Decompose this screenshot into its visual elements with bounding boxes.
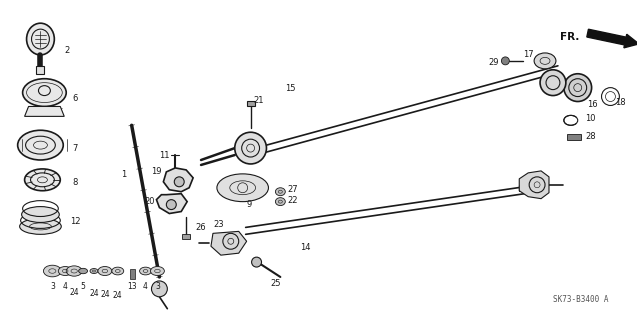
Bar [567, 134, 580, 140]
Text: 4: 4 [63, 282, 68, 291]
Ellipse shape [140, 267, 152, 275]
Polygon shape [163, 168, 193, 192]
Text: 12: 12 [70, 217, 81, 226]
Ellipse shape [90, 269, 98, 273]
Ellipse shape [540, 70, 566, 96]
Text: 5: 5 [81, 282, 86, 291]
Text: SK73-B3400 A: SK73-B3400 A [553, 295, 609, 304]
Ellipse shape [79, 268, 88, 274]
Text: FR.: FR. [561, 32, 580, 42]
Text: 26: 26 [196, 223, 206, 232]
Bar [130, 269, 134, 279]
Polygon shape [519, 171, 549, 199]
Text: 15: 15 [285, 84, 296, 93]
Ellipse shape [20, 219, 61, 234]
Ellipse shape [564, 74, 591, 101]
Text: 13: 13 [127, 282, 136, 291]
Text: 25: 25 [270, 279, 281, 288]
Ellipse shape [150, 266, 164, 276]
Circle shape [501, 57, 509, 65]
Text: 18: 18 [615, 98, 626, 107]
Text: 6: 6 [72, 94, 78, 103]
Text: 24: 24 [69, 288, 79, 297]
Bar [182, 234, 190, 239]
Bar [36, 66, 44, 74]
Text: 8: 8 [72, 178, 78, 187]
Circle shape [174, 177, 184, 187]
Text: 28: 28 [586, 132, 596, 141]
Ellipse shape [66, 266, 82, 276]
Text: 23: 23 [214, 220, 224, 229]
Polygon shape [24, 107, 64, 116]
Text: 24: 24 [113, 291, 123, 300]
Ellipse shape [24, 169, 60, 191]
Text: 27: 27 [287, 185, 298, 194]
Text: 24: 24 [100, 290, 109, 299]
Ellipse shape [22, 207, 60, 222]
Text: 4: 4 [143, 282, 148, 291]
Circle shape [252, 257, 262, 267]
Polygon shape [156, 194, 187, 213]
Ellipse shape [18, 130, 63, 160]
Text: 19: 19 [151, 167, 162, 176]
Text: 1: 1 [121, 170, 126, 179]
Ellipse shape [22, 79, 66, 107]
FancyArrow shape [587, 29, 639, 48]
Text: 24: 24 [89, 289, 99, 298]
Circle shape [152, 281, 167, 297]
Ellipse shape [235, 132, 266, 164]
Text: 9: 9 [246, 200, 252, 209]
Ellipse shape [98, 266, 112, 276]
Ellipse shape [217, 174, 268, 202]
Circle shape [166, 200, 176, 210]
Ellipse shape [534, 53, 556, 69]
Text: 10: 10 [586, 114, 596, 123]
Text: 20: 20 [144, 197, 155, 206]
Ellipse shape [275, 188, 285, 196]
Ellipse shape [27, 23, 54, 55]
Ellipse shape [58, 266, 72, 276]
Text: 11: 11 [159, 151, 170, 160]
Polygon shape [211, 231, 246, 255]
Text: 3: 3 [155, 282, 160, 291]
Ellipse shape [275, 198, 285, 205]
Text: 22: 22 [287, 196, 298, 205]
Text: 2: 2 [65, 47, 70, 56]
Text: 3: 3 [50, 282, 55, 291]
Text: 16: 16 [588, 100, 598, 109]
Text: 14: 14 [300, 243, 310, 252]
Bar [246, 100, 255, 107]
Ellipse shape [44, 265, 61, 277]
Text: 7: 7 [72, 144, 78, 152]
Text: 29: 29 [488, 58, 499, 67]
Text: 21: 21 [253, 96, 264, 105]
Text: 17: 17 [523, 50, 534, 59]
Ellipse shape [112, 267, 124, 275]
